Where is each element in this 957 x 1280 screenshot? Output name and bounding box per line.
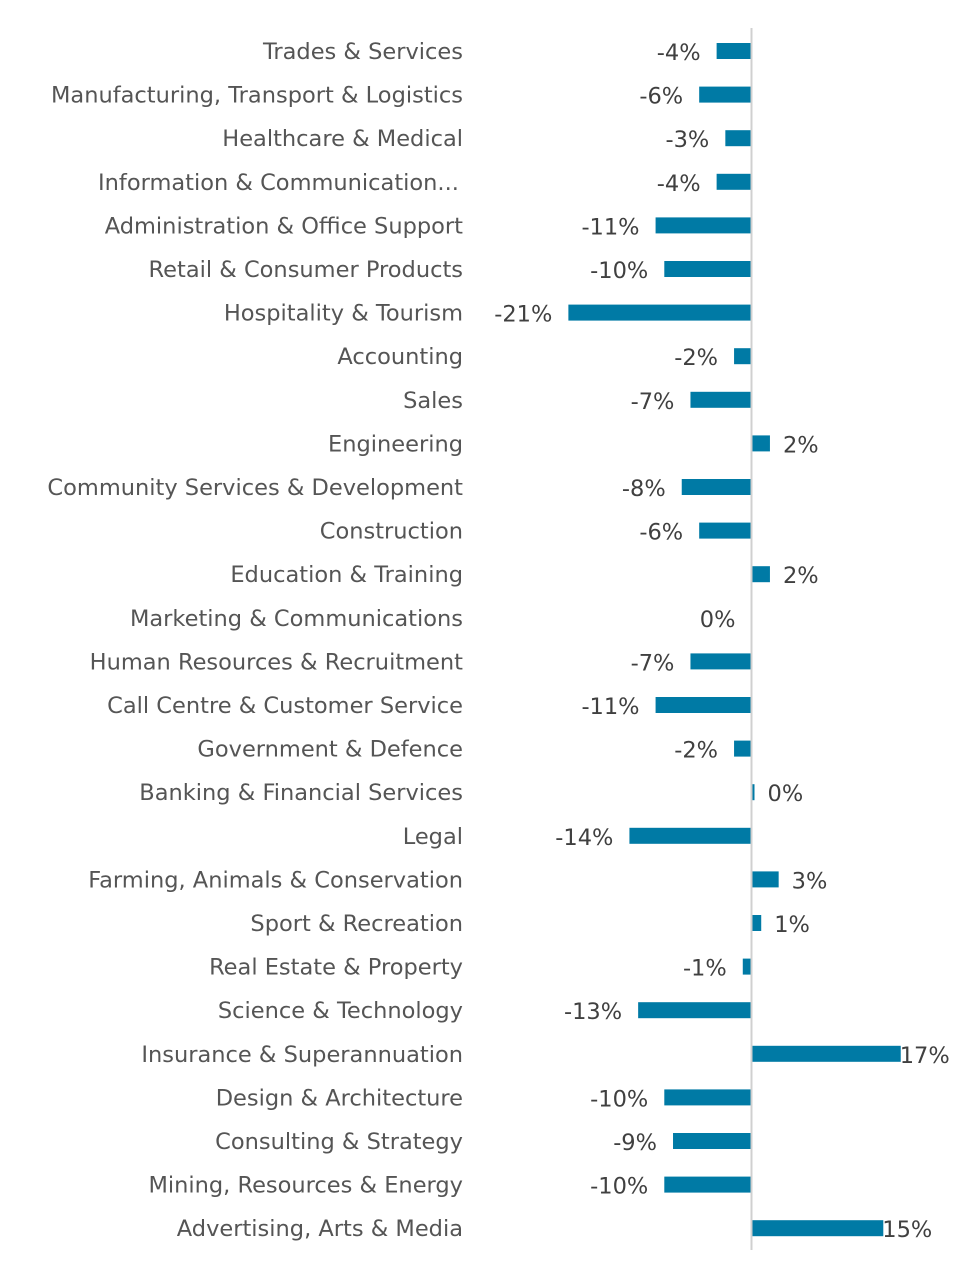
category-label: Manufacturing, Transport & Logistics — [51, 83, 463, 109]
category-label: Sales — [403, 388, 463, 414]
bar — [716, 43, 752, 59]
category-label: Community Services & Development — [47, 475, 463, 501]
category-label: Design & Architecture — [216, 1085, 463, 1111]
value-label: -10% — [590, 1086, 648, 1112]
bar — [699, 522, 752, 539]
category-label: Call Centre & Customer Service — [107, 693, 463, 719]
category-label: Human Resources & Recruitment — [90, 649, 463, 675]
category-label: Government & Defence — [197, 737, 463, 763]
value-label: -7% — [631, 389, 675, 415]
bar — [681, 479, 752, 495]
bar — [752, 871, 779, 888]
bar — [655, 217, 752, 234]
category-label: Banking & Financial Services — [139, 780, 463, 806]
value-label: -4% — [657, 171, 701, 197]
value-label: 2% — [783, 432, 819, 458]
bar — [690, 391, 752, 408]
bars-group — [568, 43, 901, 1237]
value-label: -7% — [631, 650, 675, 676]
category-label: Advertising, Arts & Media — [177, 1216, 463, 1242]
category-label: Consulting & Strategy — [215, 1129, 463, 1155]
category-label: Healthcare & Medical — [222, 126, 463, 152]
value-label: 17% — [900, 1043, 950, 1069]
category-label: Administration & Office Support — [105, 213, 463, 239]
category-label: Marketing & Communications — [130, 606, 463, 632]
category-labels: Trades & Services Manufacturing, Transpor… — [47, 39, 463, 1242]
bar — [725, 130, 752, 147]
category-label: Engineering — [328, 431, 463, 457]
bar — [752, 915, 762, 931]
category-label: Information & Communication... — [98, 170, 459, 196]
bar — [752, 1045, 901, 1062]
bar — [638, 1002, 752, 1019]
bar — [664, 1176, 752, 1193]
value-label: 15% — [882, 1217, 932, 1243]
value-label: -8% — [622, 476, 666, 502]
category-label: Farming, Animals & Conservation — [88, 867, 463, 893]
category-label: Retail & Consumer Products — [149, 257, 463, 283]
category-label: Science & Technology — [218, 998, 463, 1024]
bar — [742, 958, 752, 975]
bar — [655, 697, 752, 713]
value-label: 0% — [768, 781, 804, 807]
bar — [752, 784, 755, 801]
value-label: 2% — [783, 563, 819, 589]
bar — [664, 1089, 752, 1106]
value-label: -4% — [657, 40, 701, 66]
category-label: Mining, Resources & Energy — [148, 1173, 463, 1199]
bar — [734, 740, 752, 757]
value-label: -2% — [674, 345, 718, 371]
value-label: 3% — [792, 868, 828, 894]
category-label: Construction — [320, 519, 463, 545]
bar — [734, 348, 752, 365]
category-label: Trades & Services — [262, 39, 463, 65]
value-label: -21% — [494, 302, 552, 328]
value-label: -10% — [590, 1174, 648, 1200]
category-label: Sport & Recreation — [250, 911, 463, 937]
value-label: -10% — [590, 258, 648, 284]
value-label: -2% — [674, 738, 718, 764]
value-label: 0% — [700, 607, 736, 633]
value-label: -14% — [555, 825, 613, 851]
value-labels: -4% -6% -3% -4% -11% -10% -21% -2% -7% 2% -8% -6% 2%… — [494, 40, 950, 1243]
value-label: -11% — [581, 214, 639, 240]
bar — [699, 86, 752, 103]
category-label: Education & Training — [230, 562, 463, 588]
value-label: -1% — [683, 956, 727, 982]
bar — [716, 173, 752, 190]
value-label: -13% — [564, 999, 622, 1025]
bar — [752, 1220, 884, 1237]
value-label: -6% — [639, 84, 683, 110]
value-label: -3% — [666, 127, 710, 153]
category-label: Legal — [403, 824, 463, 850]
category-label: Real Estate & Property — [209, 955, 463, 981]
bar — [673, 1133, 752, 1149]
bar — [664, 261, 752, 277]
bar — [752, 566, 770, 583]
value-label: -11% — [581, 694, 639, 720]
category-label: Accounting — [337, 344, 463, 370]
bar — [752, 435, 770, 452]
bar — [629, 827, 752, 844]
value-label: 1% — [774, 912, 810, 938]
category-label: Insurance & Superannuation — [141, 1042, 463, 1068]
bar — [690, 653, 752, 670]
category-label: Hospitality & Tourism — [224, 301, 463, 327]
value-label: -9% — [613, 1130, 657, 1156]
value-label: -6% — [639, 520, 683, 546]
bar — [568, 304, 752, 321]
